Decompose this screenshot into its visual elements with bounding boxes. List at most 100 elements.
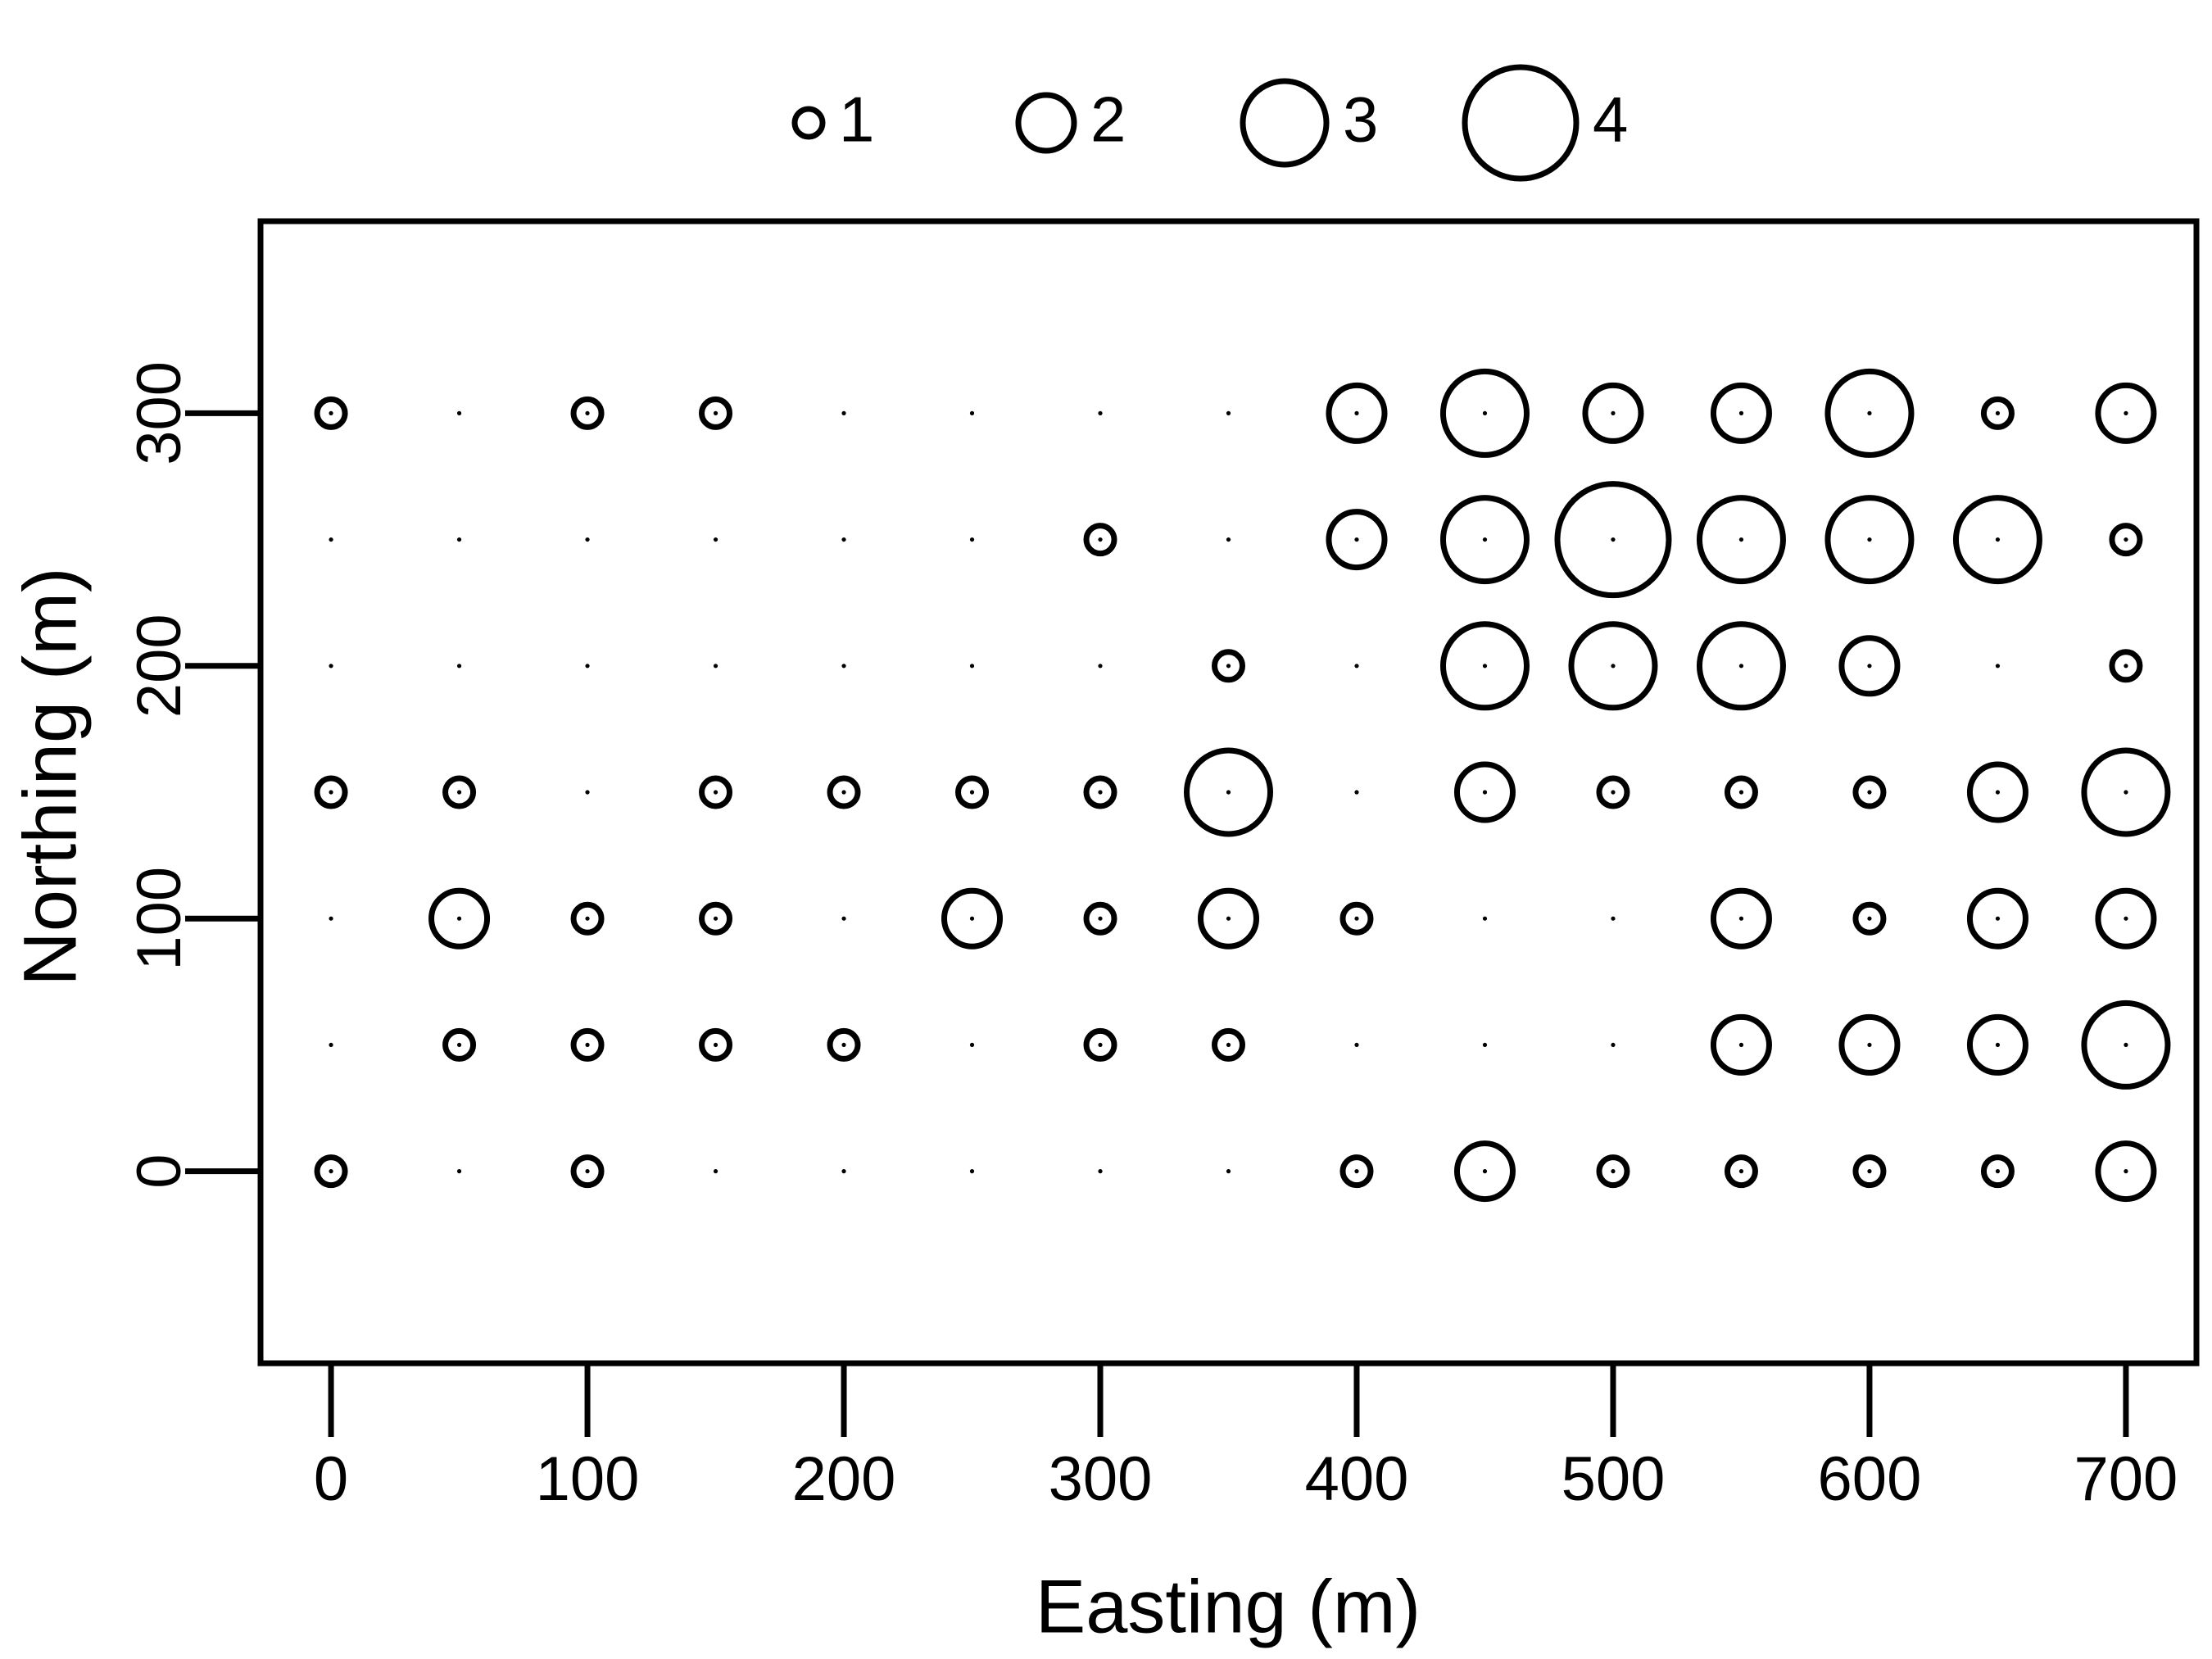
bubble-center (456, 664, 462, 669)
bubble-center (2124, 410, 2128, 415)
bubble (1326, 509, 1388, 571)
bubble-center (1995, 790, 2001, 795)
bubble (699, 1027, 733, 1062)
bubble-center (1098, 790, 1103, 795)
bubble-center (1354, 664, 1359, 669)
x-tick-label: 400 (1305, 1444, 1409, 1514)
bubble-center (1098, 664, 1103, 669)
bubble-center (2124, 664, 2128, 669)
bubble-center (1611, 410, 1616, 415)
bubble (1212, 649, 1245, 683)
bubble (941, 887, 1004, 950)
bubble (442, 775, 477, 809)
bubble-center (969, 790, 975, 795)
bubble (1212, 1027, 1245, 1062)
bubble (1453, 1140, 1516, 1203)
x-tick-label: 700 (2074, 1444, 2178, 1514)
bubble-center (1482, 664, 1488, 669)
bubble-center (1611, 1169, 1616, 1174)
bubble-center (1226, 1042, 1231, 1048)
bubble (1966, 887, 2028, 950)
bubble (1083, 775, 1117, 809)
bubble-center (456, 916, 462, 921)
bubble (1568, 621, 1658, 711)
bubble-center (2124, 916, 2128, 921)
bubble-center (585, 410, 590, 415)
bubble-center (1226, 1169, 1231, 1174)
bubble-center (1482, 1042, 1488, 1048)
bubble-center (841, 916, 846, 921)
bubble-center (841, 1169, 846, 1174)
bubble (1724, 775, 1758, 809)
bubble-center (1995, 916, 2001, 921)
bubble-center (1867, 916, 1872, 921)
bubble-center (1226, 916, 1231, 921)
bubble-center (2124, 1169, 2128, 1174)
bubble (1838, 1013, 1901, 1076)
legend-symbol (1240, 78, 1330, 168)
bubble-center (1867, 1169, 1872, 1174)
bubble (1326, 382, 1388, 444)
bubble-center (713, 1169, 718, 1174)
bubble (2095, 887, 2157, 950)
plot-frame (257, 218, 2200, 1367)
bubble (1724, 1154, 1758, 1189)
bubble-center (329, 1169, 333, 1174)
bubble-center (1098, 537, 1103, 542)
bubble-center (713, 410, 718, 415)
bubble-center (1226, 790, 1231, 795)
bubble (2081, 999, 2171, 1090)
legend-label: 2 (1090, 84, 1126, 156)
legend-symbol (1015, 92, 1077, 154)
bubble-center (1354, 537, 1359, 542)
bubble (1696, 495, 1786, 585)
x-tick-label: 500 (1562, 1444, 1666, 1514)
bubble (1852, 901, 1887, 936)
bubble-center (1867, 790, 1872, 795)
bubble (1824, 368, 1915, 458)
bubble-center (585, 1042, 590, 1048)
bubble (1980, 1154, 2015, 1189)
bubble-center (1098, 916, 1103, 921)
bubble (1966, 761, 2028, 823)
x-tick-label: 200 (792, 1444, 896, 1514)
bubble-center (1611, 1042, 1616, 1048)
bubble-center (585, 1169, 590, 1174)
legend-symbol (791, 106, 826, 140)
bubble (2095, 1140, 2157, 1203)
bubble-center (329, 1042, 333, 1048)
bubble-center (713, 1042, 718, 1048)
y-tick-label: 100 (125, 867, 194, 971)
bubble-center (1611, 916, 1616, 921)
bubble-center (969, 410, 975, 415)
x-tick-label: 100 (536, 1444, 640, 1514)
bubble-center (1354, 790, 1359, 795)
bubble (699, 396, 733, 430)
bubble-center (1738, 410, 1744, 415)
bubble (570, 1027, 605, 1062)
bubble (570, 901, 605, 936)
bubble-center (329, 916, 333, 921)
bubble (1439, 368, 1530, 458)
bubble-center (329, 537, 333, 542)
bubble-center (1354, 916, 1359, 921)
bubble (827, 775, 861, 809)
bubble-center (1995, 1042, 2001, 1048)
bubble-center (1867, 1042, 1872, 1048)
y-tick-label: 200 (125, 614, 194, 718)
bubble-center (1867, 537, 1872, 542)
bubble-center (969, 1042, 975, 1048)
bubble (1852, 775, 1887, 809)
bubble-center (713, 790, 718, 795)
bubble (1339, 901, 1374, 936)
bubble (2109, 649, 2143, 683)
bubble-center (1226, 664, 1231, 669)
legend-label: 4 (1593, 84, 1628, 156)
bubble (1198, 887, 1259, 950)
x-tick-label: 300 (1049, 1444, 1153, 1514)
bubble (1083, 901, 1117, 936)
bubble (1980, 396, 2015, 430)
bubble (570, 396, 605, 430)
bubble (1582, 382, 1644, 444)
